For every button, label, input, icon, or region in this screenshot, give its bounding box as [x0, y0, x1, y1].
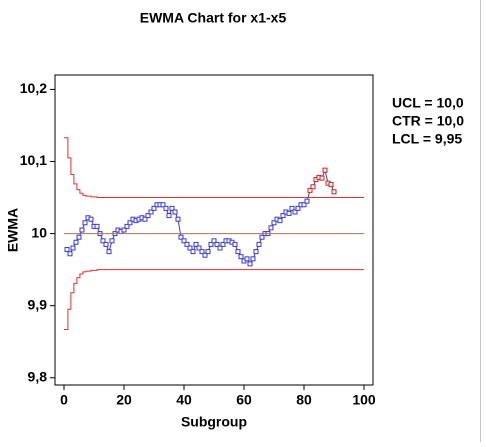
point: [280, 213, 286, 219]
y-tick-label: 10: [31, 224, 47, 240]
point: [250, 256, 256, 262]
point: [106, 249, 112, 255]
point: [199, 249, 205, 255]
annotation: CTR = 10,0: [392, 113, 464, 129]
point: [295, 205, 301, 211]
y-tick-label: 9,8: [28, 368, 48, 384]
point: [73, 239, 79, 245]
point: [169, 205, 175, 211]
point: [247, 261, 253, 267]
point: [301, 202, 307, 208]
point: [178, 234, 184, 240]
limit-line: [64, 137, 364, 199]
point: [217, 245, 223, 251]
point: [181, 238, 187, 244]
point: [172, 209, 178, 215]
point: [214, 241, 220, 247]
x-tick-label: 100: [352, 392, 376, 408]
point: [145, 213, 151, 219]
point: [142, 216, 148, 222]
point: [259, 234, 265, 240]
point: [94, 223, 100, 229]
point: [82, 220, 88, 226]
y-axis-label: EWMA: [5, 208, 21, 252]
annotation: UCL = 10,0: [392, 95, 464, 111]
point: [70, 245, 76, 251]
point: [289, 205, 295, 211]
x-tick-label: 40: [176, 392, 192, 408]
point: [202, 252, 208, 258]
point: [307, 187, 313, 193]
point: [124, 223, 130, 229]
limit-line: [64, 269, 364, 330]
point: [76, 234, 82, 240]
y-tick-label: 10,1: [20, 152, 47, 168]
x-tick-label: 0: [60, 392, 68, 408]
chart-title: EWMA Chart for x1-x5: [140, 10, 287, 26]
point: [304, 198, 310, 204]
point: [244, 256, 250, 262]
point: [64, 246, 70, 252]
point: [238, 254, 244, 260]
point: [232, 241, 238, 247]
point: [256, 241, 262, 247]
point: [127, 220, 133, 226]
point: [211, 238, 217, 244]
point: [292, 209, 298, 215]
point: [331, 189, 337, 195]
point: [163, 205, 169, 211]
point: [67, 251, 73, 257]
point: [100, 238, 106, 244]
point: [109, 238, 115, 244]
point: [151, 205, 157, 211]
plot-frame: [54, 74, 374, 386]
x-axis-label: Subgroup: [181, 414, 247, 430]
point: [88, 216, 94, 222]
point: [190, 249, 196, 255]
point: [175, 216, 181, 222]
point: [235, 249, 241, 255]
annotation: LCL = 9,95: [392, 131, 462, 147]
point: [196, 245, 202, 251]
x-tick-label: 80: [296, 392, 312, 408]
x-tick-label: 20: [116, 392, 132, 408]
point: [220, 241, 226, 247]
point: [148, 209, 154, 215]
point: [184, 241, 190, 247]
point: [286, 210, 292, 216]
y-tick-label: 9,9: [28, 296, 48, 312]
point: [193, 241, 199, 247]
point: [277, 218, 283, 224]
point: [160, 202, 166, 208]
point: [268, 225, 274, 231]
point: [253, 249, 259, 255]
point: [166, 213, 172, 219]
point: [319, 175, 325, 181]
point: [187, 245, 193, 251]
point: [271, 220, 277, 226]
point: [322, 167, 328, 173]
y-tick-label: 10,2: [20, 80, 47, 96]
point: [208, 241, 214, 247]
point: [121, 227, 127, 233]
point: [310, 184, 316, 190]
point: [328, 182, 334, 188]
point: [79, 227, 85, 233]
x-tick-label: 60: [236, 392, 252, 408]
point: [205, 249, 211, 255]
point: [103, 241, 109, 247]
